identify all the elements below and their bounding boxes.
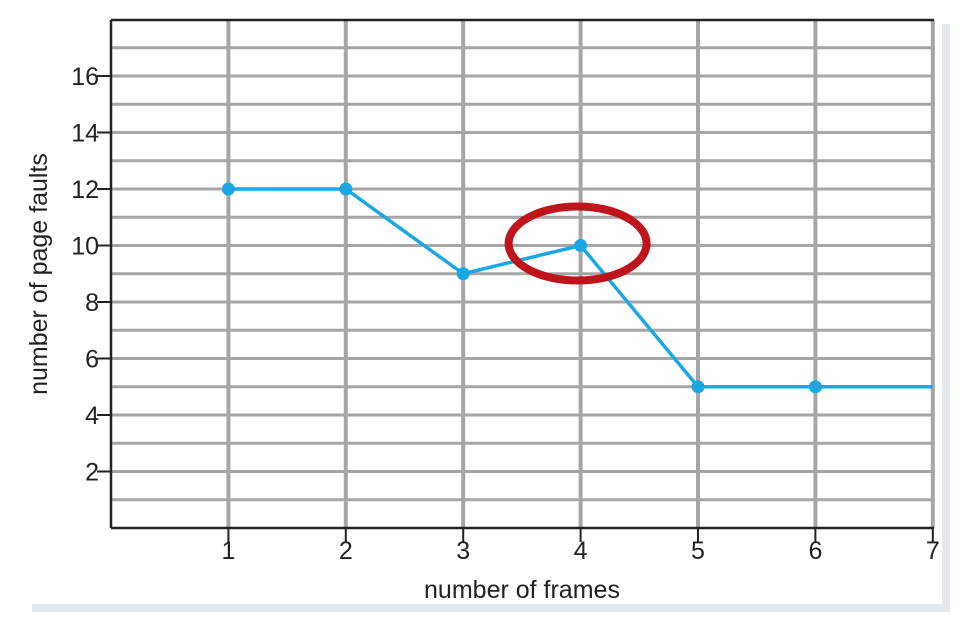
y-tick-label: 4: [85, 402, 99, 430]
data-point: [808, 380, 822, 394]
data-point: [456, 267, 470, 281]
series: [221, 182, 933, 394]
data-point: [221, 182, 235, 196]
highlight-ellipse: [504, 202, 651, 285]
x-tick-label: 2: [339, 537, 353, 565]
x-axis-label: number of frames: [424, 576, 620, 604]
x-tick-label: 3: [456, 537, 470, 565]
y-tick-label: 14: [71, 120, 99, 148]
data-point: [574, 239, 588, 252]
x-tick-label: 5: [691, 537, 705, 565]
y-axis-label: number of page faults: [25, 153, 53, 395]
y-tick-label: 6: [85, 346, 99, 374]
annotations: [504, 202, 651, 285]
x-tick-label: 7: [926, 537, 940, 565]
grid: [111, 20, 935, 528]
y-tick-label: 16: [71, 63, 99, 91]
y-tick-label: 8: [85, 289, 99, 317]
x-tick-label: 1: [221, 537, 235, 565]
data-point: [691, 380, 705, 394]
y-tick-label: 10: [71, 233, 99, 261]
x-tick-label: 6: [808, 537, 822, 565]
y-tick-label: 2: [85, 459, 99, 487]
axes: [97, 18, 934, 542]
x-tick-label: 4: [574, 537, 588, 565]
data-point: [339, 182, 353, 196]
y-tick-label: 12: [71, 176, 99, 204]
